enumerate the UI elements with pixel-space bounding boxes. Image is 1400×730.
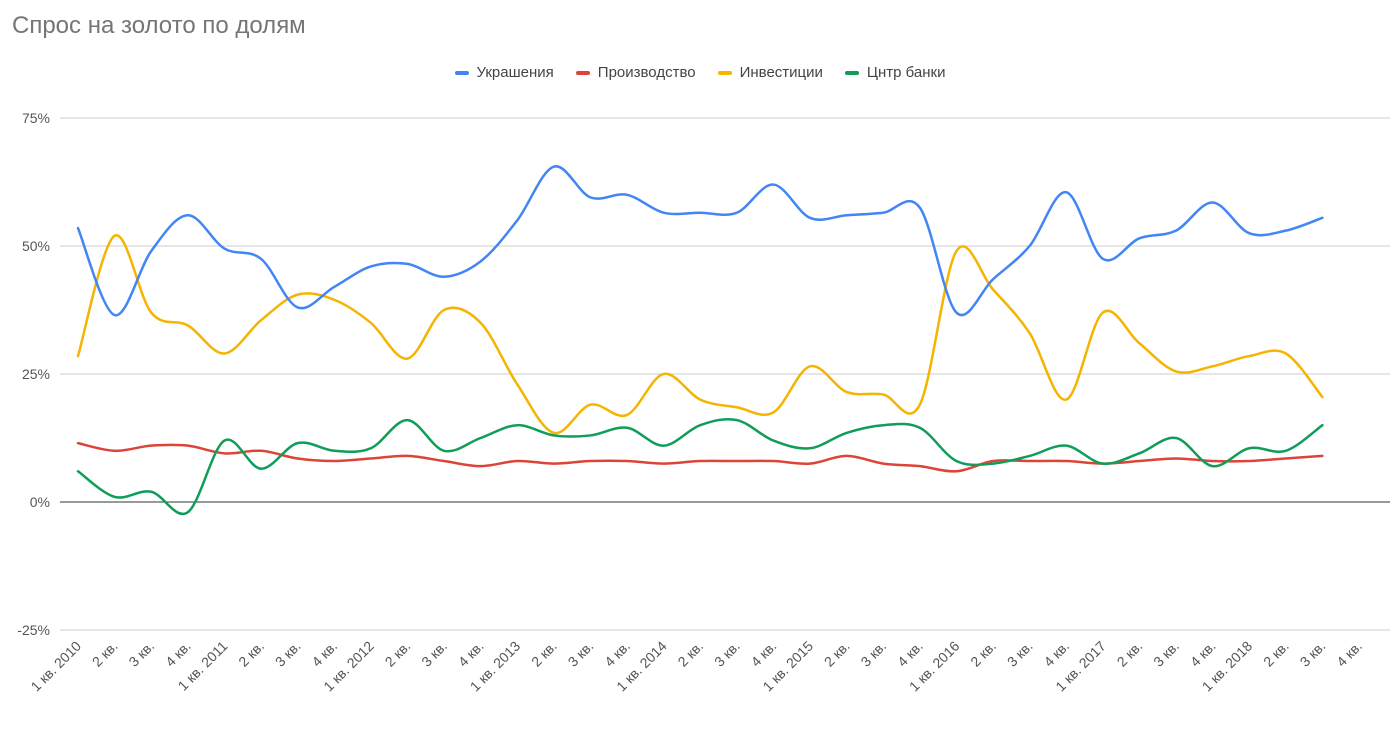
y-tick-label: -25% bbox=[17, 622, 50, 638]
y-tick-label: 75% bbox=[22, 110, 50, 126]
x-tick-label: 4 кв. bbox=[455, 638, 487, 670]
legend-label: Производство bbox=[597, 64, 696, 81]
y-tick-label: 0% bbox=[30, 494, 50, 510]
legend-item: Украшения bbox=[454, 64, 554, 81]
x-tick-label: 2 кв. bbox=[1260, 638, 1292, 670]
legend-label: Цнтр банки bbox=[866, 64, 946, 81]
legend-item: Инвестиции bbox=[717, 64, 823, 81]
x-tick-label: 2 кв. bbox=[674, 638, 706, 670]
y-tick-label: 25% bbox=[22, 366, 50, 382]
x-tick-label: 4 кв. bbox=[1333, 638, 1365, 670]
legend-item: Производство bbox=[575, 64, 696, 81]
series-line-3 bbox=[76, 417, 1324, 516]
series-line-0 bbox=[76, 165, 1324, 317]
legend-swatch bbox=[844, 70, 859, 75]
x-tick-label: 4 кв. bbox=[162, 638, 194, 670]
x-tick-label: 4 кв. bbox=[894, 638, 926, 670]
legend-label: Инвестиции bbox=[739, 64, 823, 81]
x-tick-label: 2 кв. bbox=[1114, 638, 1146, 670]
x-tick-label: 3 кв. bbox=[857, 638, 889, 670]
x-tick-label: 3 кв. bbox=[125, 638, 157, 670]
x-tick-label: 2 кв. bbox=[967, 638, 999, 670]
x-tick-label: 1 кв. 2010 bbox=[27, 638, 84, 695]
x-tick-label: 4 кв. bbox=[308, 638, 340, 670]
legend-swatch bbox=[717, 70, 732, 75]
legend-label: Украшения bbox=[476, 64, 554, 81]
chart-legend: Украшения Производство Инвестиции Цнтр банк… bbox=[0, 64, 1400, 81]
y-tick-label: 50% bbox=[22, 238, 50, 254]
x-tick-label: 4 кв. bbox=[601, 638, 633, 670]
x-tick-label: 3 кв. bbox=[1150, 638, 1182, 670]
legend-swatch bbox=[575, 70, 590, 75]
x-tick-label: 2 кв. bbox=[89, 638, 121, 670]
x-tick-label: 3 кв. bbox=[418, 638, 450, 670]
x-tick-label: 2 кв. bbox=[382, 638, 414, 670]
x-tick-label: 4 кв. bbox=[748, 638, 780, 670]
x-tick-label: 3 кв. bbox=[1004, 638, 1036, 670]
x-tick-label: 3 кв. bbox=[711, 638, 743, 670]
chart-title: Спрос на золото по долям bbox=[12, 12, 306, 39]
x-tick-label: 4 кв. bbox=[1187, 638, 1219, 670]
x-tick-label: 2 кв. bbox=[235, 638, 267, 670]
x-tick-label: 3 кв. bbox=[1297, 638, 1329, 670]
x-tick-label: 2 кв. bbox=[528, 638, 560, 670]
x-tick-label: 3 кв. bbox=[272, 638, 304, 670]
x-tick-label: 2 кв. bbox=[821, 638, 853, 670]
x-tick-label: 3 кв. bbox=[565, 638, 597, 670]
series-line-2 bbox=[76, 234, 1324, 435]
legend-item: Цнтр банки bbox=[844, 64, 946, 81]
x-tick-label: 4 кв. bbox=[1040, 638, 1072, 670]
legend-swatch bbox=[454, 70, 469, 75]
